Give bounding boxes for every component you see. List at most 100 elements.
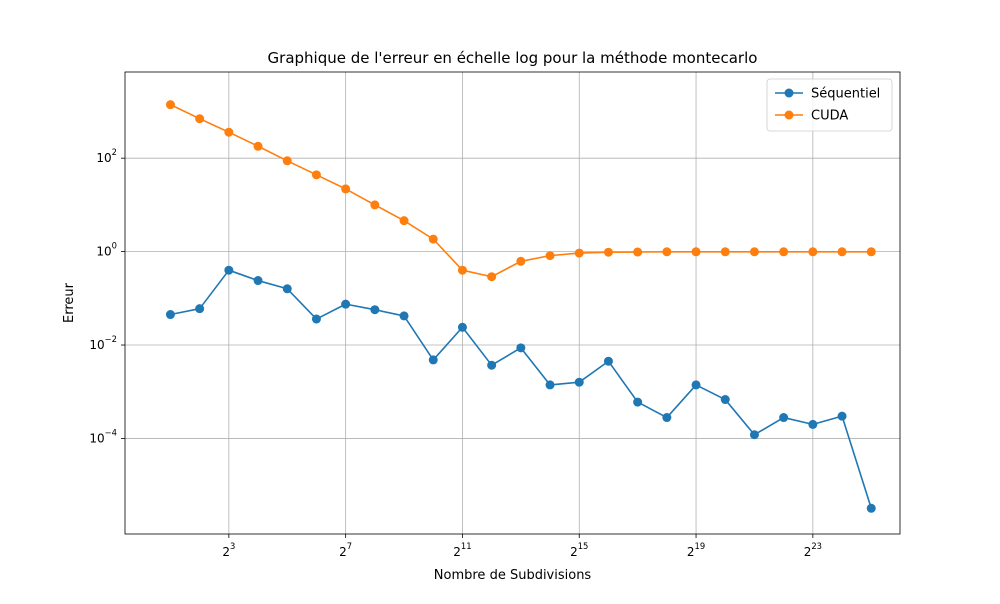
- data-point: [428, 234, 438, 244]
- legend-box: [766, 78, 893, 132]
- data-point: [165, 100, 175, 110]
- data-point: [224, 265, 234, 275]
- data-point: [633, 397, 643, 407]
- data-point: [224, 127, 234, 137]
- data-point: [545, 380, 555, 390]
- data-point: [370, 305, 380, 315]
- x-tick-base: 2: [687, 545, 695, 559]
- data-point: [603, 247, 613, 257]
- chart-title: Graphique de l'erreur en échelle log pou…: [268, 49, 758, 67]
- x-tick-base: 2: [339, 545, 347, 559]
- data-point: [457, 322, 467, 332]
- x-tick-base: 2: [453, 545, 461, 559]
- x-tick-base: 2: [222, 545, 230, 559]
- x-tick-label: 215: [570, 541, 588, 559]
- data-point: [165, 310, 175, 320]
- data-point: [837, 411, 847, 421]
- legend-item: Séquentiel: [775, 87, 880, 102]
- data-point: [720, 247, 730, 257]
- x-tick-exponent: 19: [695, 541, 706, 551]
- data-point: [253, 276, 263, 286]
- data-point: [282, 284, 292, 294]
- data-point: [749, 247, 759, 257]
- x-tick-base: 2: [804, 545, 812, 559]
- data-point: [633, 247, 643, 257]
- data-point: [282, 156, 292, 166]
- x-tick-exponent: 3: [230, 541, 235, 551]
- series-layer: [165, 100, 876, 513]
- data-point: [720, 395, 730, 405]
- x-axis-title: Nombre de Subdivisions: [434, 568, 592, 583]
- x-tick-exponent: 11: [461, 541, 472, 551]
- y-tick-exponent: 2: [112, 147, 117, 157]
- series-sequentiel: [165, 265, 876, 513]
- x-tick-exponent: 7: [347, 541, 352, 551]
- series-line: [170, 103, 872, 278]
- data-point: [662, 413, 672, 423]
- data-point: [779, 413, 789, 423]
- y-tick-base: 10: [96, 245, 111, 259]
- y-tick-label: 100: [96, 241, 117, 259]
- data-point: [603, 356, 613, 366]
- data-point: [428, 355, 438, 365]
- x-tick-label: 23: [222, 541, 235, 559]
- legend-label: Séquentiel: [811, 87, 880, 102]
- data-point: [837, 247, 847, 257]
- legend-item: CUDA: [775, 109, 848, 124]
- y-tick-base: 10: [89, 338, 104, 352]
- data-point: [866, 247, 876, 257]
- y-tick-exponent: −4: [105, 427, 117, 437]
- data-point: [341, 299, 351, 309]
- data-point: [487, 360, 497, 370]
- x-tick-label: 211: [453, 541, 471, 559]
- data-point: [195, 304, 205, 314]
- data-point: [749, 430, 759, 440]
- plot-frame: [124, 71, 901, 535]
- data-point: [808, 419, 818, 429]
- y-tick-base: 10: [96, 151, 111, 165]
- data-point: [457, 265, 467, 275]
- x-tick-base: 2: [570, 545, 578, 559]
- y-tick-label: 10−4: [89, 427, 117, 445]
- y-tick-label: 10−2: [89, 334, 117, 352]
- series-cuda: [165, 100, 876, 282]
- data-point: [545, 251, 555, 261]
- data-point: [574, 377, 584, 387]
- x-tick-label: 219: [687, 541, 705, 559]
- data-point: [808, 247, 818, 257]
- legend-label: CUDA: [811, 109, 848, 124]
- data-point: [662, 247, 672, 257]
- data-point: [253, 141, 263, 151]
- legend: Séquentiel CUDA: [766, 78, 893, 132]
- x-tick-label: 223: [804, 541, 822, 559]
- data-point: [574, 248, 584, 258]
- data-point: [195, 114, 205, 124]
- data-point: [691, 380, 701, 390]
- data-point: [399, 311, 409, 321]
- y-axis-title: Erreur: [62, 282, 77, 323]
- x-tick-exponent: 23: [811, 541, 822, 551]
- x-tick-exponent: 15: [578, 541, 589, 551]
- data-point: [779, 247, 789, 257]
- data-point: [399, 216, 409, 226]
- series-line: [170, 269, 873, 509]
- grid-layer: [125, 72, 900, 534]
- data-point: [691, 247, 701, 257]
- y-tick-exponent: −2: [105, 334, 117, 344]
- data-point: [311, 170, 321, 180]
- data-point: [516, 256, 526, 266]
- y-tick-base: 10: [89, 431, 104, 445]
- x-tick-label: 27: [339, 541, 352, 559]
- y-tick-exponent: 0: [112, 241, 117, 251]
- data-point: [866, 503, 876, 513]
- data-point: [516, 343, 526, 353]
- legend-marker: [784, 88, 794, 98]
- legend-marker: [784, 110, 794, 120]
- data-point: [370, 200, 380, 210]
- data-point: [341, 184, 351, 194]
- data-point: [311, 314, 321, 324]
- y-tick-label: 102: [96, 147, 117, 165]
